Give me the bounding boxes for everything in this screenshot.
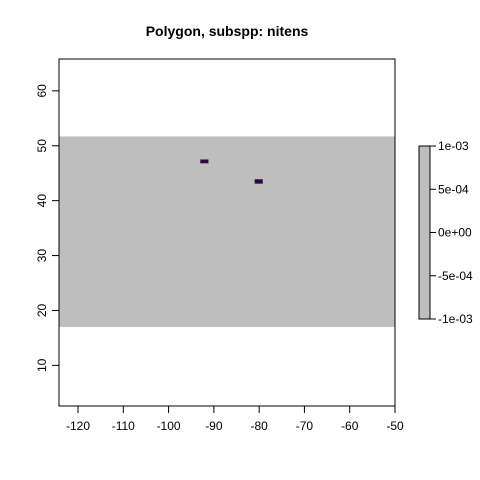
raster-layer — [59, 136, 395, 327]
legend-tick-label: 0e+00 — [438, 226, 472, 240]
y-tick-label: 40 — [35, 194, 49, 208]
x-tick-label: -70 — [296, 419, 314, 433]
x-tick-label: -50 — [386, 419, 404, 433]
x-axis: -120 -110 -100 -90 -80 -70 -60 -50 — [66, 405, 404, 433]
x-tick-label: -120 — [66, 419, 90, 433]
x-tick-label: -60 — [341, 419, 359, 433]
x-tick-label: -110 — [112, 419, 135, 433]
legend-tick-label: -5e-04 — [438, 269, 473, 283]
chart-title: Polygon, subspp: nitens — [146, 23, 309, 39]
y-tick-label: 20 — [35, 303, 49, 317]
legend-colorbar — [418, 145, 431, 320]
y-tick-label: 10 — [35, 358, 49, 372]
y-axis: 10 20 30 40 50 60 — [35, 84, 60, 372]
legend-tick-label: -1e-03 — [438, 312, 473, 326]
x-tick-label: -90 — [205, 419, 223, 433]
raster-cell-2 — [254, 179, 263, 184]
raster-band — [59, 136, 395, 327]
x-tick-label: -100 — [157, 419, 181, 433]
y-tick-label: 60 — [35, 84, 49, 98]
legend-tick-label: 1e-03 — [438, 139, 469, 153]
raster-cell-1 — [200, 159, 209, 164]
x-tick-label: -80 — [250, 419, 268, 433]
y-tick-label: 50 — [35, 139, 49, 153]
legend-tick-label: 5e-04 — [438, 182, 469, 196]
legend: 1e-03 5e-04 0e+00 -5e-04 -1e-03 — [418, 139, 473, 326]
y-tick-label: 30 — [35, 249, 49, 263]
